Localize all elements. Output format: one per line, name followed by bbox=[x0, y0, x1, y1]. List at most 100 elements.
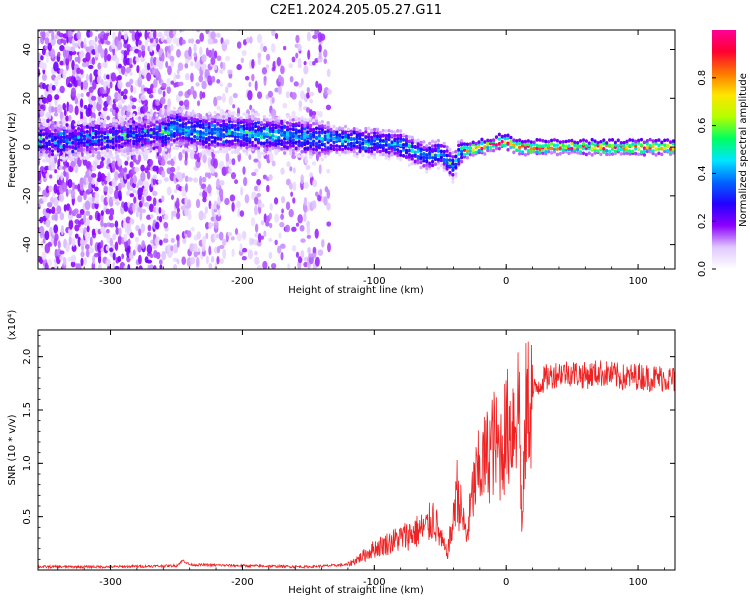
spectrogram-cell bbox=[419, 155, 423, 160]
spectrogram-cell bbox=[216, 256, 220, 265]
spectrogram-cell bbox=[642, 153, 647, 157]
spectrogram-cell bbox=[224, 149, 229, 153]
spectrogram-cell bbox=[503, 143, 507, 148]
spectrogram-cell bbox=[132, 120, 136, 124]
spectrogram-cell bbox=[97, 69, 102, 77]
spectrogram-cell bbox=[249, 104, 253, 111]
spectrogram-cell bbox=[410, 144, 414, 149]
spectrogram-cell bbox=[97, 263, 102, 269]
spectrogram-cell bbox=[100, 239, 104, 248]
spectrogram-cell bbox=[198, 138, 203, 143]
spectrogram-cell bbox=[48, 30, 53, 34]
spectrogram-cell bbox=[214, 262, 218, 269]
spectrogram-cell bbox=[143, 138, 147, 142]
spectrogram-cell bbox=[146, 128, 150, 133]
spectrogram-cell bbox=[248, 133, 252, 138]
spectrogram-cell bbox=[529, 146, 533, 151]
spectrogram-cell bbox=[271, 134, 275, 138]
spectrogram-cell bbox=[474, 150, 478, 155]
spectrogram-cell bbox=[144, 99, 149, 107]
spectrogram-cell bbox=[231, 201, 235, 212]
spectrogram-cell bbox=[185, 73, 190, 81]
spectrogram-cell bbox=[370, 146, 374, 150]
spectrogram-cell bbox=[175, 234, 180, 241]
spectrogram-cell bbox=[53, 141, 58, 145]
spectrogram-cell bbox=[204, 126, 208, 131]
spectrogram-cell bbox=[85, 152, 89, 157]
spectrogram-cell bbox=[378, 138, 382, 142]
spectrogram-cell bbox=[422, 158, 426, 163]
spectrogram-cell bbox=[71, 132, 75, 136]
spectrogram-cell bbox=[166, 126, 171, 131]
spectrogram-cell bbox=[100, 194, 105, 203]
spectrogram-cell bbox=[352, 153, 356, 158]
spectrogram-cell bbox=[216, 105, 221, 111]
spectrogram-cell bbox=[251, 172, 257, 177]
spectrogram-cell bbox=[283, 137, 287, 141]
spectrogram-cell bbox=[190, 124, 194, 129]
spectrogram-cell bbox=[131, 97, 137, 103]
spectrogram-cell bbox=[486, 138, 490, 143]
spectrogram-cell bbox=[184, 207, 190, 217]
spectrogram-cell bbox=[56, 205, 62, 215]
spectrogram-cell bbox=[265, 53, 271, 61]
spectrogram-cell bbox=[114, 241, 119, 251]
spectrogram-cell bbox=[222, 111, 226, 115]
spectrogram-cell bbox=[262, 152, 266, 156]
spectrogram-cell bbox=[56, 88, 61, 95]
spectrogram-cell bbox=[111, 118, 116, 123]
spectrogram-cell bbox=[332, 129, 336, 134]
spectrogram-cell bbox=[262, 132, 266, 136]
spectrogram-cell bbox=[317, 139, 322, 144]
spectrogram-cell bbox=[65, 123, 69, 127]
spectrogram-cell bbox=[599, 139, 603, 144]
spectrogram-cell bbox=[271, 120, 275, 124]
spectrogram-cell bbox=[190, 226, 195, 232]
spectrogram-cell bbox=[300, 119, 304, 123]
spectrogram-cell bbox=[282, 102, 288, 109]
spectrogram-cell bbox=[299, 225, 305, 232]
spectrogram-cell bbox=[294, 116, 298, 120]
spectrogram-cell bbox=[239, 128, 243, 132]
spectrogram-cell bbox=[274, 129, 278, 134]
spectrogram-cell bbox=[87, 175, 93, 184]
spectrogram-cell bbox=[77, 183, 81, 192]
spectrogram-cell bbox=[259, 120, 264, 125]
spectrogram-cell bbox=[68, 129, 72, 133]
spectrogram-cell bbox=[140, 147, 145, 151]
spectrogram-cell bbox=[410, 161, 414, 165]
spectrogram-cell bbox=[175, 140, 179, 145]
spectrogram-cell bbox=[277, 145, 281, 150]
spectrogram-cell bbox=[457, 143, 461, 148]
spectrogram-cell bbox=[300, 174, 304, 185]
spectrogram-cell bbox=[384, 148, 388, 152]
spectrogram-cell bbox=[155, 137, 159, 141]
spectrogram-cell bbox=[300, 116, 304, 120]
spectrogram-cell bbox=[105, 208, 111, 215]
spectrogram-cell bbox=[182, 172, 186, 179]
spectrogram-cell bbox=[70, 30, 75, 33]
spectrogram-cell bbox=[140, 113, 145, 118]
spectrogram-cell bbox=[547, 139, 551, 144]
spectrogram-cell bbox=[57, 51, 61, 57]
spectrogram-cell bbox=[230, 118, 234, 122]
spectrogram-cell bbox=[51, 30, 55, 40]
spectrogram-cell bbox=[161, 114, 165, 119]
spectrogram-cell bbox=[274, 116, 278, 121]
spectrogram-cell bbox=[318, 111, 323, 118]
spectrogram-cell bbox=[323, 134, 327, 138]
spectrogram-cell bbox=[309, 144, 313, 148]
spectrogram-cell bbox=[268, 222, 273, 229]
spectrogram-cell bbox=[260, 42, 264, 53]
spectrogram-cell bbox=[170, 249, 174, 256]
spectrogram-cell bbox=[91, 106, 96, 113]
spectrogram-cell bbox=[256, 137, 261, 142]
spectrogram-cell bbox=[596, 141, 600, 145]
spectrogram-cell bbox=[149, 37, 154, 44]
spectrogram-cell bbox=[175, 126, 179, 130]
spectrogram-cell bbox=[148, 203, 154, 213]
spectrogram-cell bbox=[213, 136, 217, 140]
spectrogram-cell bbox=[63, 69, 68, 75]
spectrogram-cell bbox=[109, 237, 114, 247]
